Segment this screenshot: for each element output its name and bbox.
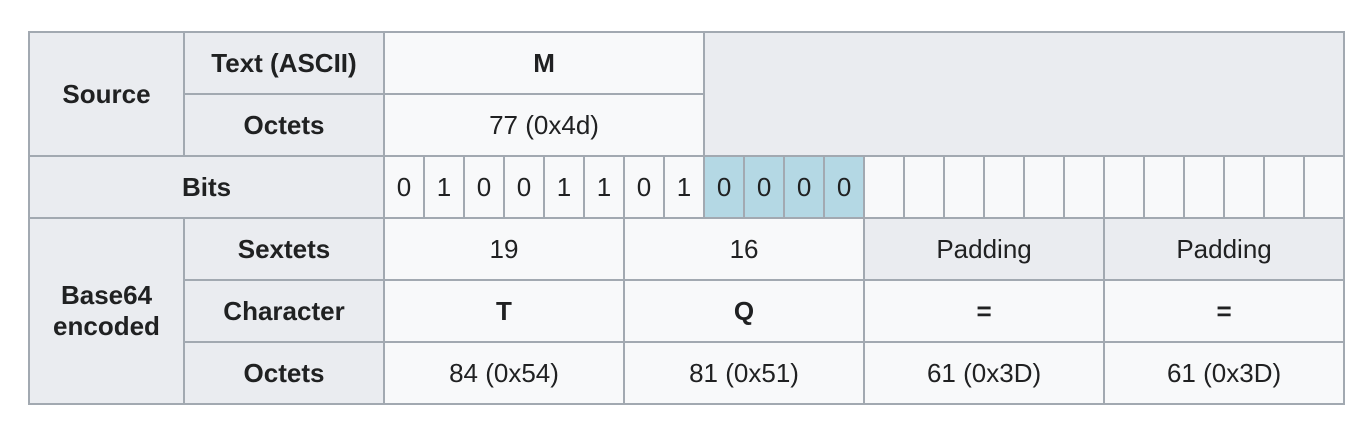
base64-octet-value: 81 (0x51) bbox=[622, 341, 866, 405]
row-bits: Bits 0 1 0 0 1 1 0 1 0 0 0 0 bbox=[28, 155, 1346, 219]
character-value: T bbox=[383, 279, 625, 343]
bit-cell: 0 bbox=[463, 155, 505, 219]
base64-octet-value: 61 (0x3D) bbox=[1103, 341, 1346, 405]
sextet-padding: Padding bbox=[863, 217, 1106, 281]
row-sextets: Base64 encoded Sextets 19 16 Padding Pad… bbox=[28, 217, 1346, 405]
row-base64-octets: Octets 84 (0x54) 81 (0x51) 61 (0x3D) 61 … bbox=[29, 341, 1346, 405]
empty-bit-cell bbox=[863, 155, 906, 219]
source-header: Source bbox=[28, 31, 185, 157]
bit-cell: 1 bbox=[583, 155, 625, 219]
empty-bit-cell bbox=[983, 155, 1026, 219]
character-value: = bbox=[863, 279, 1106, 343]
sextet-value: 16 bbox=[622, 217, 866, 281]
bit-cell: 0 bbox=[383, 155, 425, 219]
added-zero-bit-cell: 0 bbox=[823, 155, 866, 219]
base64-octet-value: 61 (0x3D) bbox=[863, 341, 1106, 405]
base64-octets-header: Octets bbox=[183, 341, 385, 405]
added-zero-bit-cell: 0 bbox=[743, 155, 786, 219]
base64-encoded-header: Base64 encoded bbox=[28, 217, 185, 405]
empty-bit-cell bbox=[1063, 155, 1106, 219]
added-zero-bit-cell: 0 bbox=[783, 155, 826, 219]
row-character: Character T Q = = bbox=[29, 279, 1346, 343]
empty-bit-cell bbox=[1223, 155, 1266, 219]
base64-octet-value: 84 (0x54) bbox=[383, 341, 625, 405]
empty-bit-cell bbox=[1303, 155, 1346, 219]
sextet-value: 19 bbox=[383, 217, 625, 281]
empty-bit-cell bbox=[1103, 155, 1146, 219]
empty-bit-cell bbox=[1023, 155, 1066, 219]
source-octets-header: Octets bbox=[183, 93, 385, 157]
empty-bit-cell bbox=[1183, 155, 1226, 219]
sextets-header: Sextets bbox=[183, 217, 385, 281]
bit-cell: 0 bbox=[623, 155, 665, 219]
character-value: = bbox=[1103, 279, 1346, 343]
empty-bit-cell bbox=[1143, 155, 1186, 219]
bits-header: Bits bbox=[28, 155, 385, 219]
row-source-octets: Octets 77 (0x4d) bbox=[29, 93, 1344, 157]
bit-cell: 1 bbox=[423, 155, 465, 219]
base64-encoding-table: Source Text (ASCII) M Octets 77 (0x4d) B… bbox=[28, 31, 1346, 405]
unused-source-area bbox=[703, 31, 1346, 157]
source-octets-value: 77 (0x4d) bbox=[382, 93, 706, 157]
character-value: Q bbox=[622, 279, 866, 343]
empty-bit-cell bbox=[903, 155, 946, 219]
bit-cell: 1 bbox=[543, 155, 585, 219]
text-ascii-header: Text (ASCII) bbox=[183, 31, 385, 95]
sextet-padding: Padding bbox=[1103, 217, 1346, 281]
empty-bit-cell bbox=[943, 155, 986, 219]
source-text-value: M bbox=[382, 31, 706, 95]
character-header: Character bbox=[183, 279, 385, 343]
empty-bit-cell bbox=[1263, 155, 1306, 219]
bit-cell: 1 bbox=[662, 155, 706, 219]
added-zero-bit-cell: 0 bbox=[703, 155, 746, 219]
row-source-text: Source Text (ASCII) M bbox=[28, 31, 1346, 157]
bit-cell: 0 bbox=[503, 155, 545, 219]
